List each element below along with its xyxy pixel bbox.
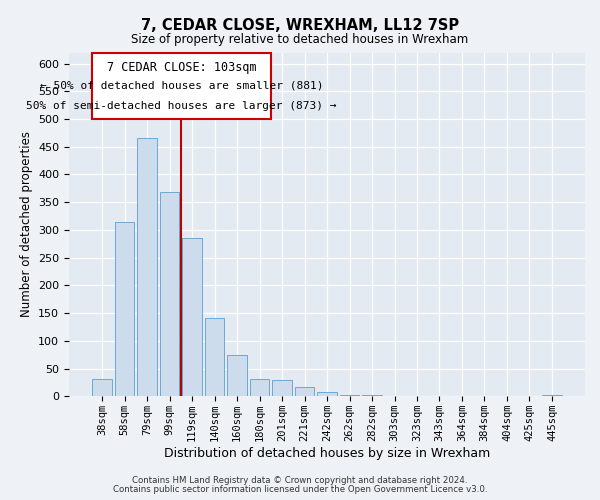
Bar xyxy=(317,392,337,396)
Bar xyxy=(182,238,202,396)
Bar xyxy=(227,354,247,397)
X-axis label: Distribution of detached houses by size in Wrexham: Distribution of detached houses by size … xyxy=(164,447,490,460)
Text: ← 50% of detached houses are smaller (881): ← 50% of detached houses are smaller (88… xyxy=(40,81,323,91)
Text: 50% of semi-detached houses are larger (873) →: 50% of semi-detached houses are larger (… xyxy=(26,100,337,110)
Text: Contains public sector information licensed under the Open Government Licence v3: Contains public sector information licen… xyxy=(113,485,487,494)
Bar xyxy=(340,394,359,396)
Bar xyxy=(137,138,157,396)
Text: 7 CEDAR CLOSE: 103sqm: 7 CEDAR CLOSE: 103sqm xyxy=(107,60,256,74)
Text: 7, CEDAR CLOSE, WREXHAM, LL12 7SP: 7, CEDAR CLOSE, WREXHAM, LL12 7SP xyxy=(141,18,459,32)
FancyBboxPatch shape xyxy=(92,52,271,119)
Text: Contains HM Land Registry data © Crown copyright and database right 2024.: Contains HM Land Registry data © Crown c… xyxy=(132,476,468,485)
Bar xyxy=(295,387,314,396)
Text: Size of property relative to detached houses in Wrexham: Size of property relative to detached ho… xyxy=(131,32,469,46)
Y-axis label: Number of detached properties: Number of detached properties xyxy=(20,132,32,318)
Bar xyxy=(92,378,112,396)
Bar xyxy=(160,192,179,396)
Bar xyxy=(542,395,562,396)
Bar xyxy=(115,222,134,396)
Bar xyxy=(272,380,292,396)
Bar xyxy=(362,395,382,396)
Bar xyxy=(205,318,224,396)
Bar xyxy=(250,378,269,396)
